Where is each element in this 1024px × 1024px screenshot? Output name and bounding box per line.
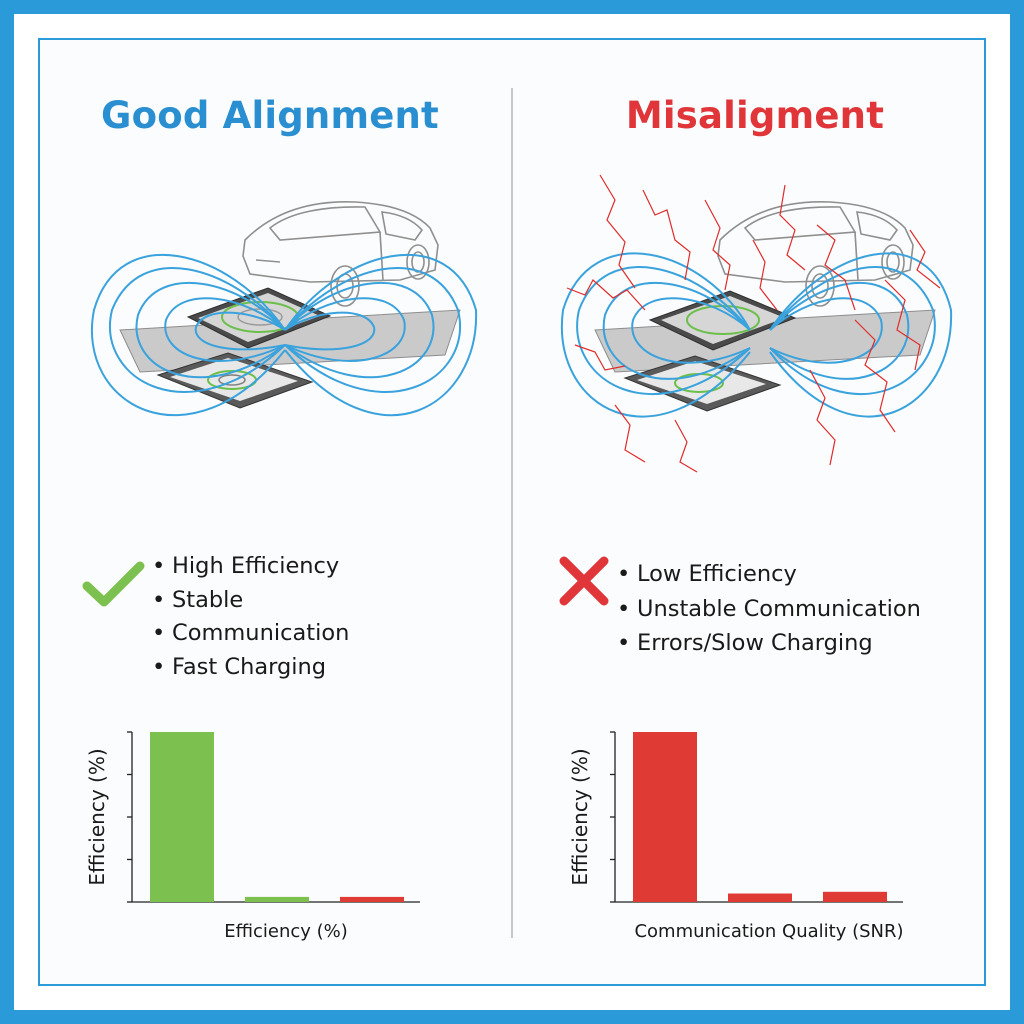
car-wireless-charging-pad-interference-icon xyxy=(560,174,953,473)
magnetic-field-lines xyxy=(560,252,953,418)
bar xyxy=(823,891,887,902)
good-alignment-title: Good Alignment xyxy=(101,94,439,137)
bullet-item: Low Efficiency xyxy=(617,557,921,592)
bullet-item: Communication xyxy=(152,617,349,651)
x-axis-label: Efficiency (%) xyxy=(224,921,348,942)
car-icon xyxy=(242,201,439,307)
right-bullet-list: Low Efficiency Unstable Communication Er… xyxy=(617,557,921,661)
interference-noise-lines xyxy=(566,174,941,473)
right-communication-chart: Efficiency (%) Communication Quality (SNR… xyxy=(568,731,904,942)
bar xyxy=(340,896,404,902)
bar xyxy=(633,732,697,902)
bar xyxy=(150,732,214,902)
left-bullet-list: High Efficiency Stable Communication Fas… xyxy=(152,550,349,684)
misalignment-title: Misaligment xyxy=(625,94,885,137)
bullet-item: Stable xyxy=(152,584,349,618)
y-axis-label: Efficiency (%) xyxy=(568,748,592,885)
car-wireless-charging-pad-icon xyxy=(91,201,478,417)
bullet-item: High Efficiency xyxy=(152,550,349,584)
y-axis-label: Efficiency (%) xyxy=(85,748,109,885)
check-icon xyxy=(82,561,145,607)
x-axis-label: Communication Quality (SNR) xyxy=(634,921,903,942)
center-divider xyxy=(511,88,513,938)
car-icon xyxy=(717,201,914,307)
bullet-item: Unstable Communication xyxy=(617,592,921,627)
left-efficiency-chart: Efficiency (%) Efficiency (%) xyxy=(85,731,420,942)
x-icon xyxy=(559,556,609,606)
bar xyxy=(728,893,792,902)
bar xyxy=(245,896,309,902)
bullet-item: Fast Charging xyxy=(152,651,349,685)
bullet-item: Errors/Slow Charging xyxy=(617,626,921,661)
magnetic-field-lines xyxy=(91,253,478,417)
